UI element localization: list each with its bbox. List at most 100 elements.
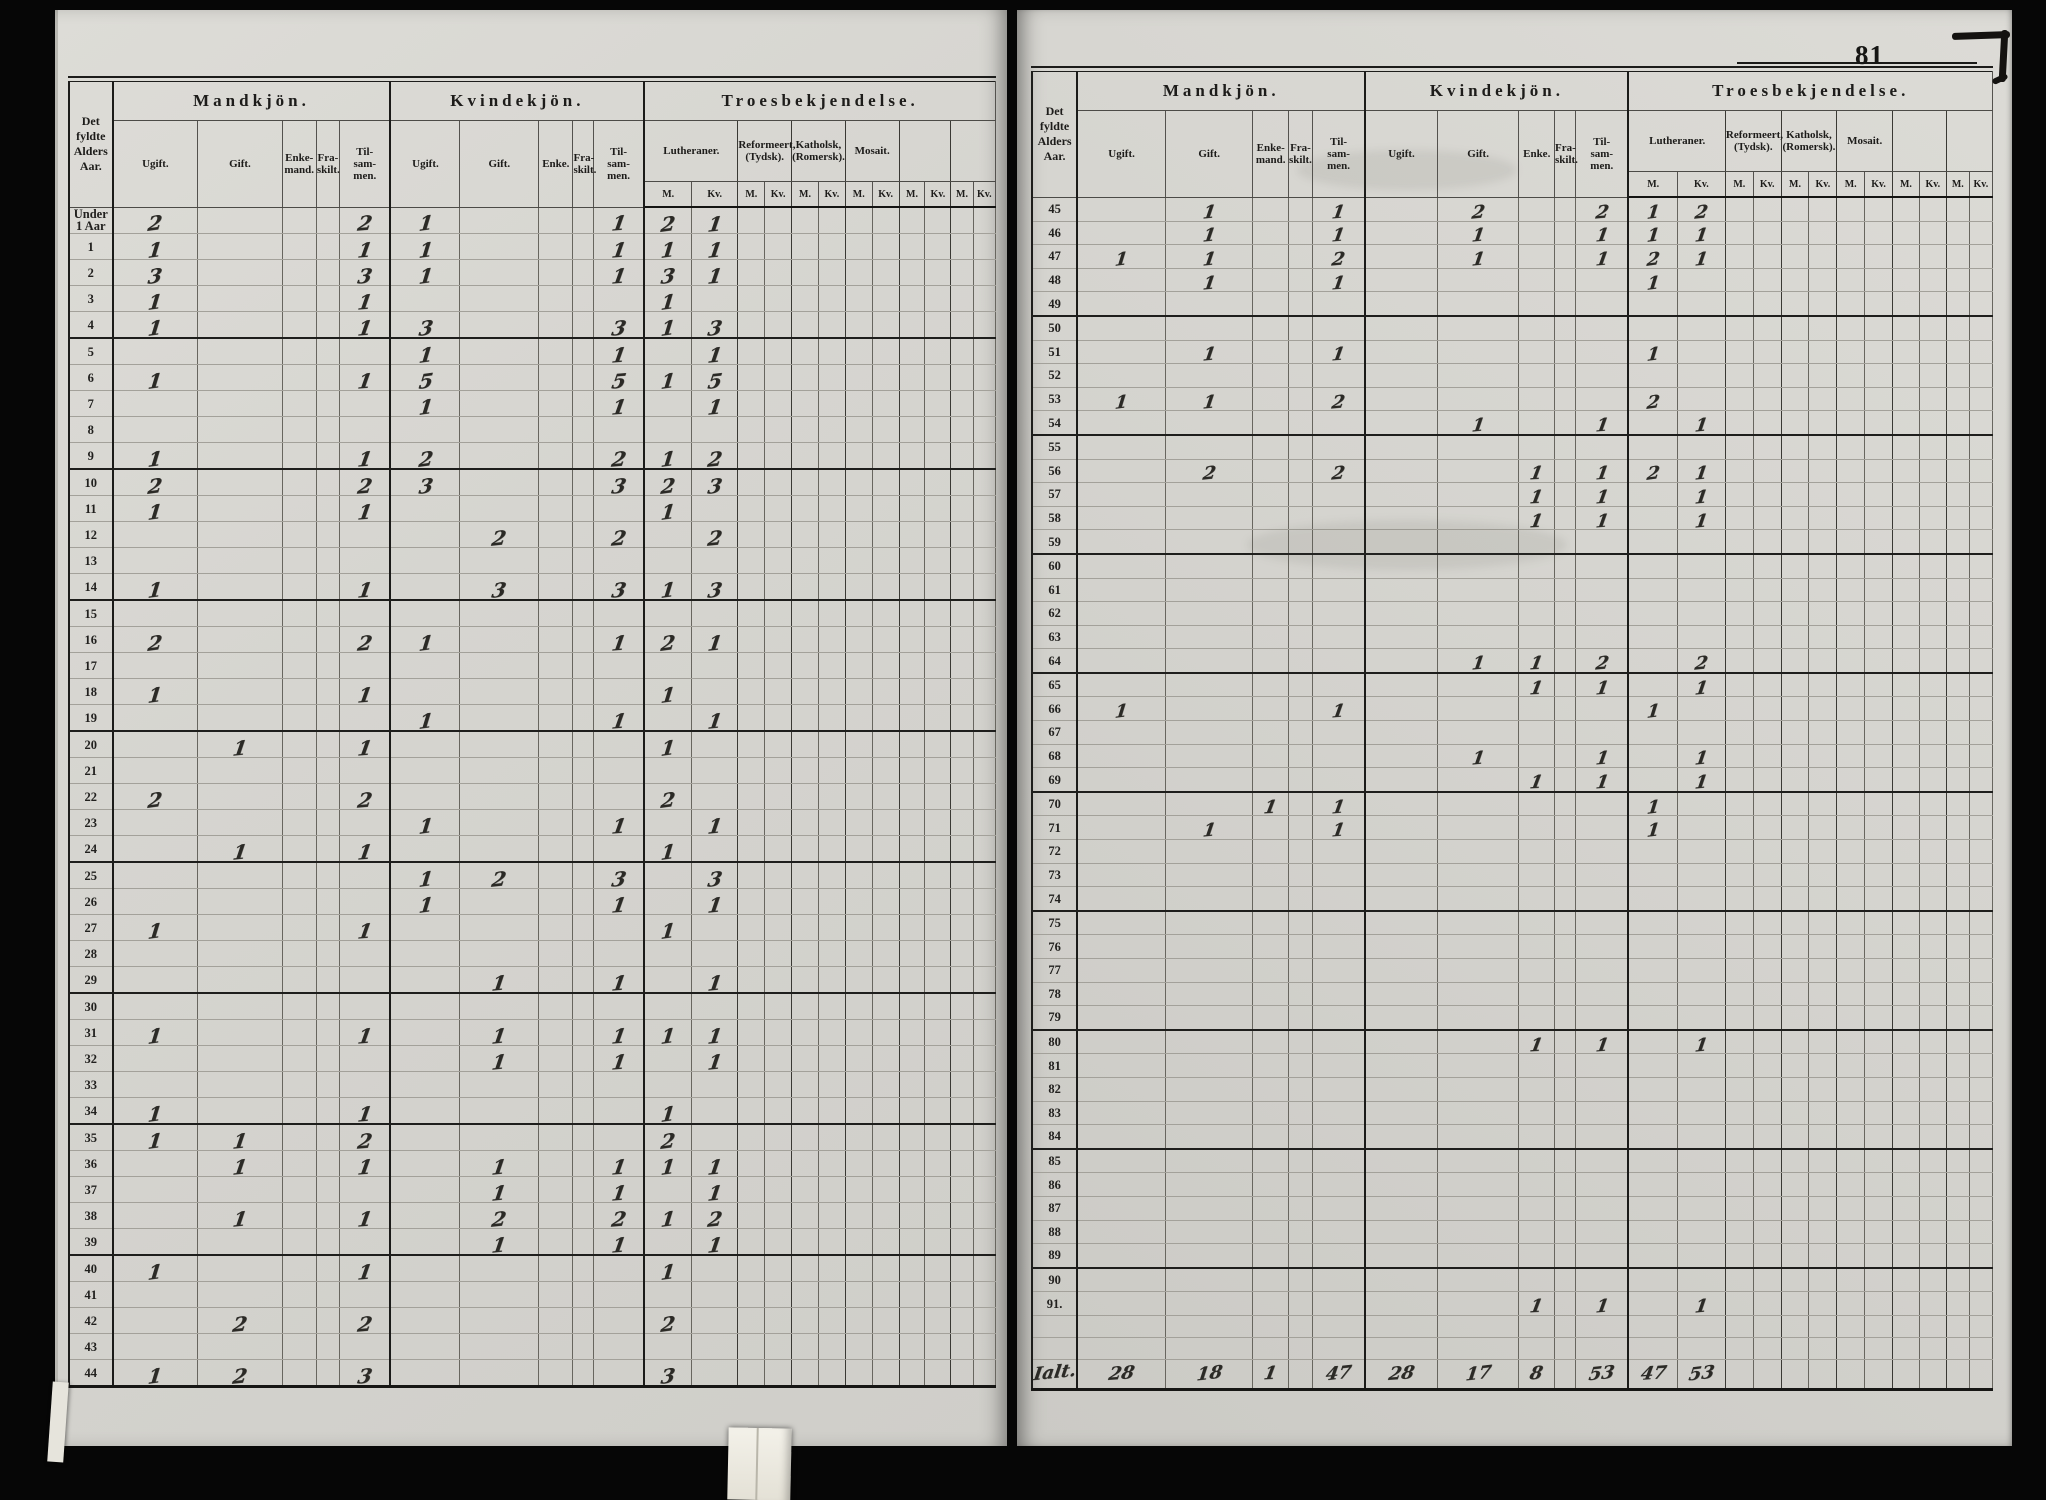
cell-m-gift: 1	[1165, 268, 1254, 295]
cell-m-ugift: 1	[112, 495, 199, 524]
cell-mos-m	[845, 704, 873, 732]
cell-mos-m	[845, 547, 873, 574]
cell-mos-kv	[1864, 1029, 1893, 1055]
cell-luth-m	[1628, 982, 1678, 1007]
cell-x2-kv	[973, 1359, 997, 1388]
handwritten-value: 1	[231, 1205, 249, 1232]
cell-k-gift	[459, 835, 540, 863]
cell-m-gift: 2	[197, 1307, 283, 1336]
cell-x1-m	[899, 704, 926, 732]
handwritten-value: 1	[659, 367, 677, 394]
female-subheader: Gift.	[1437, 110, 1520, 198]
cell-ref-m	[737, 469, 766, 496]
cell-k-ugift	[1365, 221, 1438, 246]
cell-x1-kv	[1919, 1148, 1947, 1174]
cell-x1-m	[899, 390, 926, 417]
handwritten-value: 2	[609, 1205, 628, 1232]
cell-luth-kv: 2	[1677, 648, 1726, 675]
handwritten-value: 1	[659, 1100, 677, 1127]
cell-ref-kv	[764, 966, 793, 994]
cell-kath-kv	[818, 1097, 846, 1125]
cell-kath-m	[791, 1333, 819, 1360]
handwritten-value: 2	[1693, 652, 1710, 675]
handwritten-value: 1	[355, 236, 374, 263]
cell-m-tilsammen	[339, 966, 392, 994]
cell-m-gift	[1165, 1220, 1254, 1245]
cell-x1-m	[1892, 1291, 1920, 1316]
cell-mos-kv	[1864, 1220, 1893, 1245]
cell-luth-kv	[691, 495, 739, 522]
handwritten-value: 1	[705, 262, 724, 289]
cell-mos-m	[845, 469, 873, 496]
cell-kath-m	[1781, 672, 1810, 698]
cell-m-gift	[1165, 482, 1254, 507]
cell-k-tilsammen	[593, 652, 646, 679]
cell-x1-kv	[1919, 1243, 1947, 1269]
cell-m-fraskilt	[1288, 1315, 1313, 1338]
cell-k-gift: 1	[1437, 244, 1520, 271]
cell-x2-m	[950, 993, 974, 1020]
cell-age: 10	[69, 469, 114, 496]
cell-ref-kv	[764, 1255, 793, 1282]
cell-x2-kv	[973, 704, 997, 732]
table-row: 69 1 1 1	[1032, 767, 1994, 794]
cell-mos-m	[845, 1176, 873, 1203]
religion-group-header: Lutheraner.	[1628, 110, 1726, 172]
cell-ref-m	[737, 1307, 766, 1334]
cell-x2-kv	[973, 416, 997, 443]
cell-k-fraskilt	[572, 573, 594, 601]
cell-x2-kv	[1969, 434, 1994, 460]
handwritten-value: 2	[659, 786, 677, 813]
cell-age: 27	[69, 914, 114, 941]
cell-age: 91.	[1032, 1291, 1079, 1316]
cell-age: 37	[69, 1176, 114, 1203]
cell-x1-m	[1892, 648, 1920, 674]
cell-k-enke	[538, 1019, 574, 1046]
cell-mos-kv	[872, 1333, 900, 1360]
cell-ref-kv	[1753, 291, 1782, 317]
cell-m-gift	[197, 1176, 283, 1203]
cell-x1-m	[1892, 1029, 1920, 1055]
cell-m-gift	[197, 416, 283, 443]
handwritten-value: 1	[417, 236, 434, 263]
cell-k-enke	[538, 835, 574, 863]
cell-ref-m	[1725, 648, 1754, 674]
cell-kath-kv	[818, 233, 846, 260]
sex-subheader: M.	[737, 181, 766, 208]
cell-k-fraskilt	[572, 1228, 594, 1256]
cell-luth-m	[1628, 863, 1678, 888]
cell-m-ugift	[1077, 625, 1167, 650]
cell-mos-m	[845, 285, 873, 312]
cell-m-gift: 1	[197, 1202, 283, 1232]
cell-x2-m	[1946, 529, 1970, 555]
cell-k-gift	[459, 442, 540, 470]
cell-luth-m: 1	[644, 1255, 693, 1284]
cell-ref-kv	[1753, 410, 1782, 436]
handwritten-value: 1	[1693, 486, 1710, 509]
cell-x2-m	[1946, 387, 1970, 412]
cell-m-tilsammen	[1312, 744, 1367, 769]
cell-x2-kv	[1969, 1005, 1994, 1031]
cell-kath-m	[1781, 696, 1810, 722]
cell-kath-kv	[1808, 696, 1838, 722]
cell-x1-m	[1892, 886, 1920, 912]
cell-x2-m	[1946, 791, 1970, 817]
cell-k-gift	[459, 993, 540, 1020]
cell-mos-m	[1836, 815, 1866, 841]
cell-k-ugift	[390, 1176, 461, 1203]
cell-k-enke	[1518, 1220, 1555, 1245]
handwritten-value: 1	[1201, 271, 1218, 295]
handwritten-value: 2	[355, 210, 374, 236]
cell-k-fraskilt	[1554, 982, 1577, 1007]
cell-k-enke	[538, 809, 574, 836]
cell-kath-m	[1781, 482, 1810, 507]
cell-ref-m	[737, 207, 766, 234]
cell-m-tilsammen	[1312, 1029, 1367, 1055]
cell-x2-m	[1946, 1359, 1970, 1390]
handwritten-value: 1	[705, 236, 724, 263]
pen-mark-stroke	[1991, 72, 2009, 86]
cell-kath-kv	[818, 285, 846, 312]
cell-kath-kv	[818, 390, 846, 417]
